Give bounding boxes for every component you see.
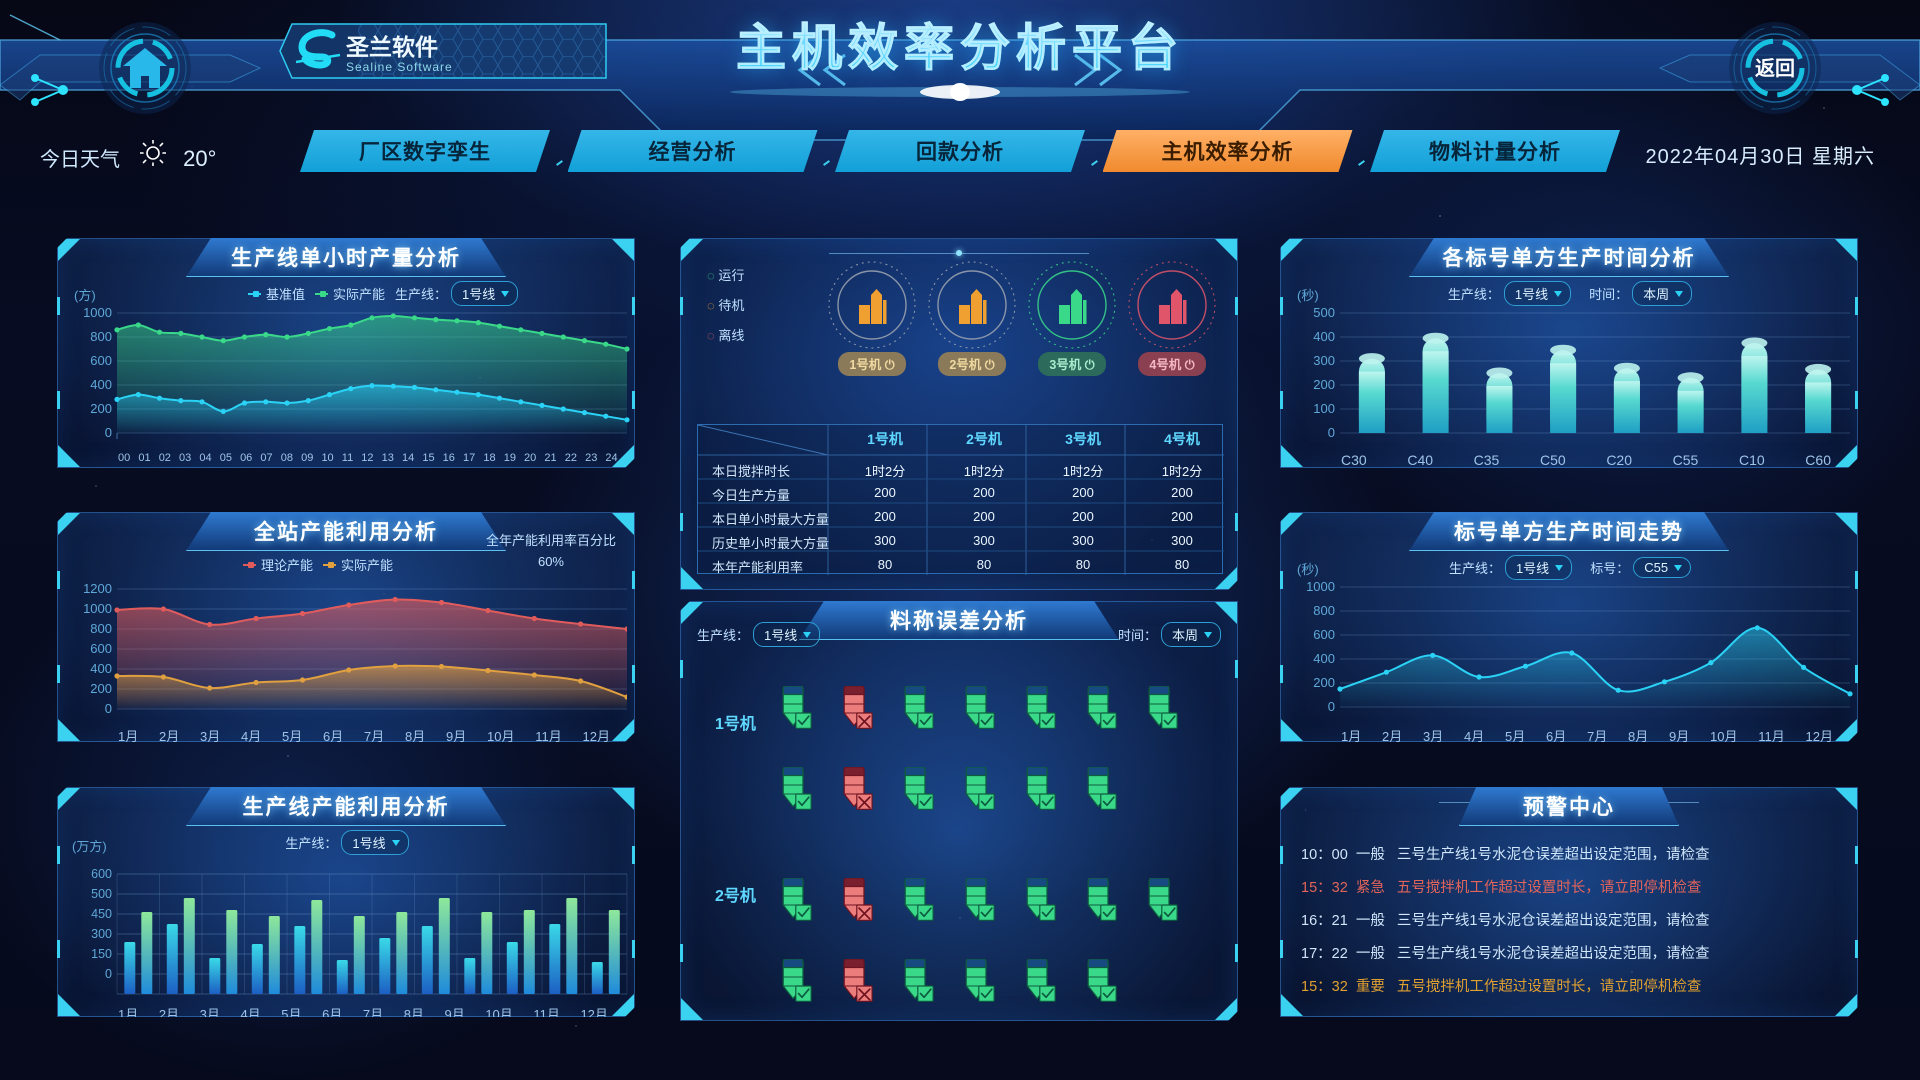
- svg-text:(秒): (秒): [1297, 288, 1319, 303]
- svg-text:0: 0: [105, 701, 112, 716]
- svg-text:500: 500: [1313, 305, 1335, 320]
- svg-text:150: 150: [91, 947, 112, 961]
- svg-text:(方): (方): [74, 288, 96, 303]
- svg-text:600: 600: [90, 353, 112, 368]
- svg-text:500: 500: [91, 887, 112, 901]
- svg-text:0: 0: [105, 425, 112, 440]
- svg-text:300: 300: [1313, 353, 1335, 368]
- svg-text:1000: 1000: [83, 305, 112, 320]
- svg-text:600: 600: [1313, 627, 1335, 642]
- svg-text:800: 800: [1313, 603, 1335, 618]
- svg-text:400: 400: [1313, 651, 1335, 666]
- svg-text:0: 0: [1328, 699, 1335, 714]
- svg-text:200: 200: [90, 681, 112, 696]
- svg-text:400: 400: [90, 661, 112, 676]
- svg-text:0: 0: [1328, 425, 1335, 440]
- svg-text:200: 200: [90, 401, 112, 416]
- svg-text:(万方): (万方): [72, 839, 107, 854]
- svg-text:800: 800: [90, 621, 112, 636]
- svg-text:200: 200: [1313, 377, 1335, 392]
- svg-text:400: 400: [90, 377, 112, 392]
- svg-text:1000: 1000: [1306, 579, 1335, 594]
- svg-text:450: 450: [91, 907, 112, 921]
- svg-text:200: 200: [1313, 675, 1335, 690]
- svg-text:600: 600: [90, 641, 112, 656]
- svg-text:0: 0: [105, 967, 112, 981]
- svg-text:300: 300: [91, 927, 112, 941]
- svg-text:返回: 返回: [1755, 57, 1795, 80]
- svg-text:400: 400: [1313, 329, 1335, 344]
- svg-text:600: 600: [91, 867, 112, 881]
- svg-text:1000: 1000: [83, 601, 112, 616]
- svg-text:1200: 1200: [83, 581, 112, 596]
- svg-text:100: 100: [1313, 401, 1335, 416]
- svg-text:800: 800: [90, 329, 112, 344]
- svg-text:(秒): (秒): [1297, 562, 1319, 577]
